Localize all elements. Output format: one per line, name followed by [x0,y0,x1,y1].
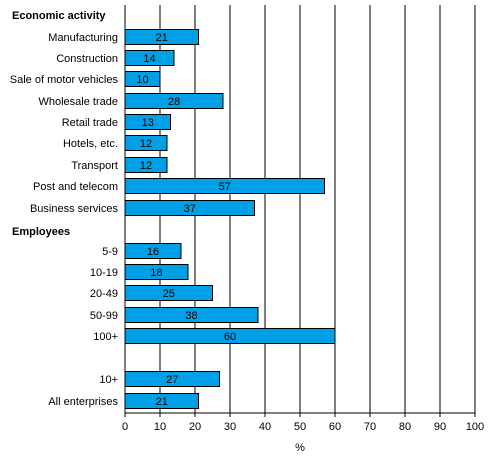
bar-value-label: 37 [184,203,196,215]
bar [124,371,220,387]
bar-value-label: 14 [143,53,155,65]
bar-value-label: 13 [142,117,154,129]
category-label: Retail trade [62,117,118,129]
category-label: All enterprises [48,396,118,408]
category-labels: Manufacturing Construction Sale of motor v… [10,32,119,408]
x-tick-label: 60 [329,421,341,433]
category-label: Manufacturing [48,32,118,44]
x-tick-label: 10 [154,421,166,433]
category-label: 10-19 [90,267,118,279]
bar [124,178,325,194]
bar-value-label: 12 [140,138,152,150]
category-label: Wholesale trade [39,96,119,108]
bar-value-label: 16 [147,246,159,258]
bar-value-label: 60 [224,331,236,343]
bar [124,200,255,216]
category-label: 5-9 [102,246,118,258]
category-label: Business services [30,203,119,215]
category-label: 100+ [93,331,118,343]
group-headings: Economic activity Employees [12,10,106,238]
bar [124,157,168,173]
category-label: 10+ [99,374,118,386]
x-tick-label: 90 [434,421,446,433]
category-label: 50-99 [90,310,118,322]
x-tick-label: 20 [189,421,201,433]
x-tick-label: 50 [294,421,306,433]
bar [124,50,175,66]
bar-value-label: 38 [185,310,197,322]
bar [124,135,168,151]
category-label: Post and telecom [33,181,118,193]
bar [124,29,199,45]
x-tick-label: 70 [364,421,376,433]
x-axis-label: % [295,442,305,454]
bar-value-label: 21 [156,32,168,44]
bar [124,328,336,344]
bar [124,93,224,109]
bar-value-label: 18 [150,267,162,279]
bar-value-label: 21 [156,396,168,408]
category-label: 20-49 [90,288,118,300]
bar [124,114,171,130]
bar [124,264,189,280]
bar-value-label: 57 [219,181,231,193]
bar-value-label: 25 [163,288,175,300]
bar [124,243,182,259]
bar-value-label: 10 [136,74,148,86]
bar-value-label: 28 [168,96,180,108]
x-axis: 0 10 20 30 40 50 60 70 80 90 100 [122,412,484,433]
bar [124,71,161,87]
x-tick-label: 40 [259,421,271,433]
bar-value-label: 12 [140,160,152,172]
group-heading: Economic activity [12,10,106,22]
bar-value-label: 27 [166,374,178,386]
bar [124,393,199,409]
category-label: Transport [71,160,118,172]
bar [124,285,213,301]
category-label: Hotels, etc. [63,138,118,150]
x-tick-label: 100 [466,421,484,433]
category-label: Construction [56,53,118,65]
x-tick-label: 80 [399,421,411,433]
group-heading: Employees [12,226,70,238]
x-tick-label: 30 [224,421,236,433]
category-label: Sale of motor vehicles [10,74,119,86]
bar [124,307,259,323]
x-tick-label: 0 [122,421,128,433]
